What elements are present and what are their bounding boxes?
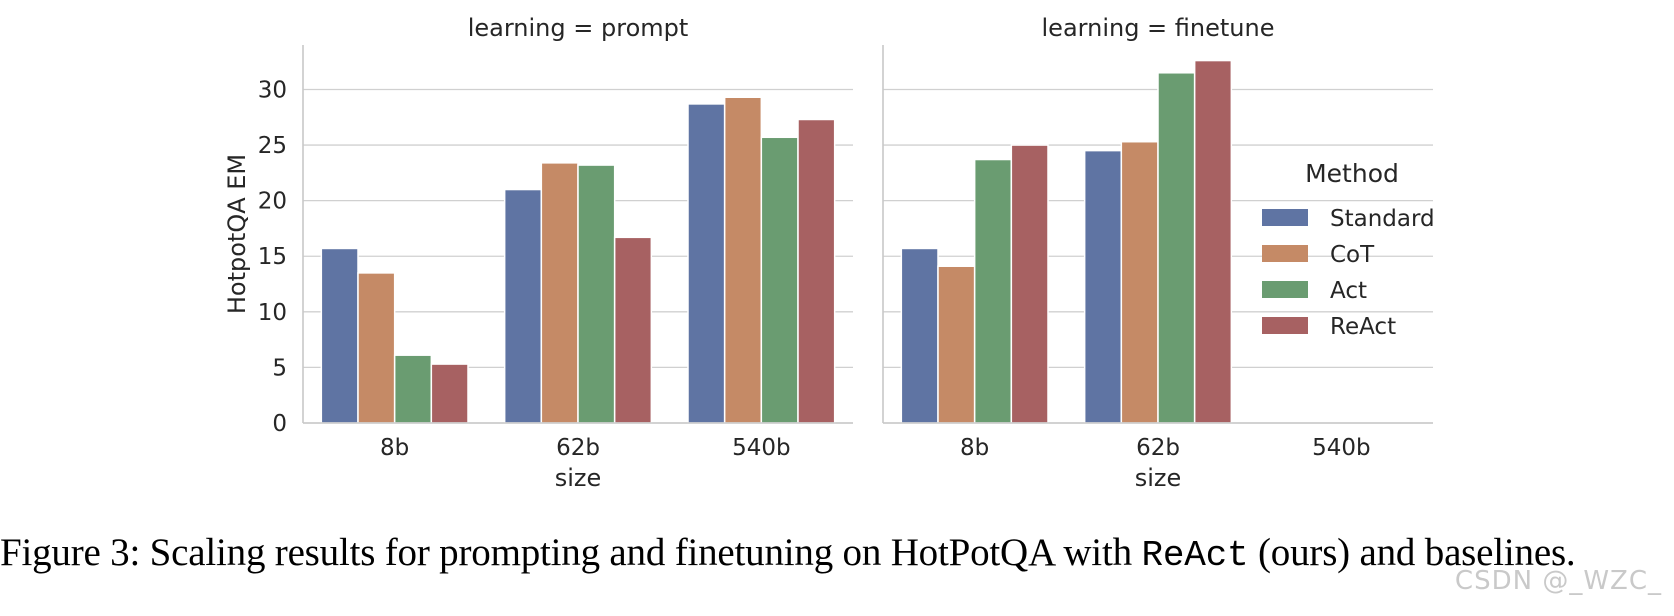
bar-react-62b <box>1193 59 1233 424</box>
figure-caption: Figure 3: Scaling results for prompting … <box>0 530 1674 576</box>
bar-cot-540b <box>723 96 763 424</box>
panel-title: learning = finetune <box>1042 14 1275 42</box>
bar-cot-62b <box>1120 140 1159 424</box>
bar-cot-62b <box>540 162 579 424</box>
y-tick-label: 20 <box>258 189 287 215</box>
bar-act-540b <box>760 136 799 424</box>
bar-react-62b <box>613 236 653 424</box>
bar-standard-8b <box>900 247 939 424</box>
panel-title: learning = prompt <box>468 14 689 42</box>
y-tick-label: 30 <box>258 77 287 103</box>
watermark: CSDN @_WZC_ <box>1454 566 1662 596</box>
legend-label-cot: CoT <box>1330 242 1375 268</box>
y-tick-label: 10 <box>258 300 287 326</box>
legend-label-react: ReAct <box>1330 314 1396 340</box>
y-tick-label: 5 <box>272 355 287 381</box>
y-tick-label: 0 <box>272 411 287 437</box>
bar-cot-8b <box>937 265 976 424</box>
x-tick-label: 8b <box>960 435 989 461</box>
bar-act-62b <box>577 164 616 424</box>
x-tick-label: 62b <box>1136 435 1180 461</box>
bar-cot-8b <box>357 272 396 424</box>
bar-react-540b <box>797 118 836 424</box>
bar-standard-62b <box>1083 149 1123 424</box>
legend-swatch-act <box>1262 281 1308 298</box>
legend-title: Method <box>1305 159 1399 188</box>
y-tick-label: 25 <box>258 133 287 159</box>
bar-react-8b <box>1010 144 1049 424</box>
bar-standard-8b <box>320 247 359 424</box>
bar-act-8b <box>393 354 433 424</box>
y-tick-label: 15 <box>258 244 287 270</box>
legend-swatch-cot <box>1262 245 1308 262</box>
bar-react-8b <box>430 363 469 424</box>
bar-standard-62b <box>503 188 543 424</box>
caption-prefix: Figure 3: Scaling results for prompting … <box>0 531 1142 574</box>
x-tick-label: 540b <box>1312 435 1371 461</box>
x-tick-label: 62b <box>556 435 600 461</box>
x-axis-label: size <box>555 464 602 492</box>
x-tick-label: 8b <box>380 435 409 461</box>
legend-swatch-standard <box>1262 209 1308 226</box>
legend-swatch-react <box>1262 317 1308 334</box>
bar-standard-540b <box>687 103 726 424</box>
y-axis-label: HotpotQA EM <box>223 154 251 314</box>
scaling-results-chart: 8b 62b 540b size learning = prompt 8b 62b 540b s… <box>223 14 1435 492</box>
bar-act-8b <box>973 158 1013 424</box>
x-axis-label: size <box>1135 464 1182 492</box>
legend-label-act: Act <box>1330 278 1367 304</box>
caption-react-code: ReAct <box>1141 535 1249 576</box>
caption-suffix: (ours) and baselines. <box>1248 531 1576 574</box>
x-tick-label: 540b <box>732 435 791 461</box>
bar-act-62b <box>1157 72 1196 424</box>
legend-label-standard: Standard <box>1330 206 1435 232</box>
